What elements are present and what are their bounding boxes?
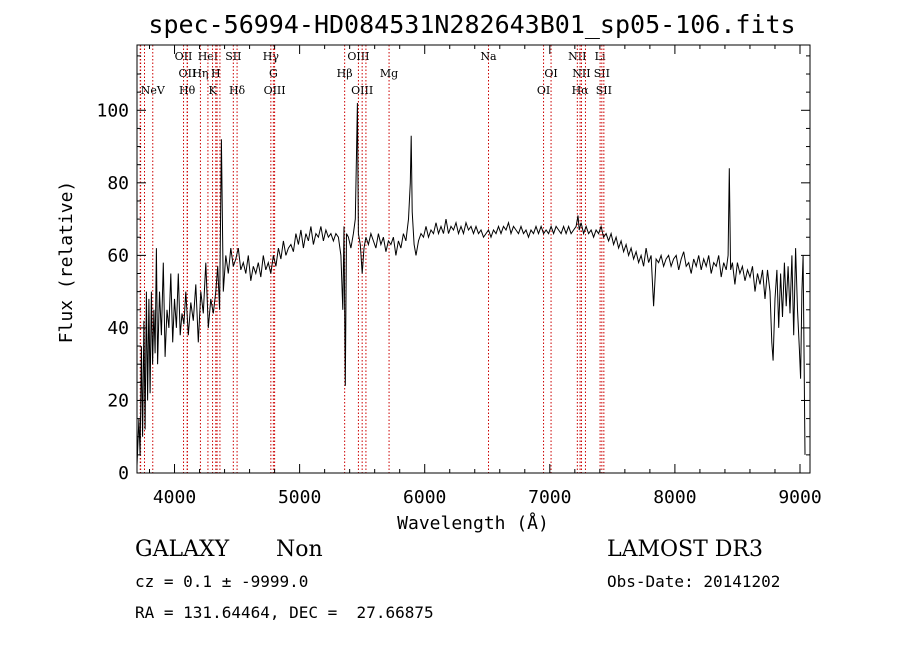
plot-frame	[136, 44, 811, 474]
x-axis-label: Wavelength (Å)	[397, 512, 549, 534]
y-tick-label: 40	[107, 318, 129, 339]
line-label: OI	[537, 84, 550, 97]
x-tick-label: 4000	[153, 487, 196, 508]
line-label: HeI	[198, 50, 218, 63]
line-label: OIII	[351, 84, 373, 97]
line-label: Na	[480, 50, 497, 63]
line-label: SII	[225, 50, 241, 63]
emission-line-markers: NeVOIIHθOIIHηHeIKHSIIHδHγGOIIIHβOIIIOIII…	[139, 45, 612, 473]
line-label: G	[269, 67, 278, 80]
coordinates-line: RA = 131.64464, DEC = 27.66875	[135, 603, 434, 622]
y-tick-label: 60	[107, 245, 129, 266]
object-subclass: Non	[276, 537, 323, 562]
line-label: OI	[544, 67, 557, 80]
y-axis-label: Flux (relative)	[56, 181, 77, 344]
line-label: NeV	[141, 84, 166, 97]
line-label: OII	[179, 67, 197, 80]
survey-name: LAMOST DR3	[607, 537, 763, 562]
line-label: Mg	[380, 67, 398, 80]
observation-date: Obs-Date: 20141202	[607, 572, 781, 591]
line-label: Hα	[572, 84, 590, 97]
line-label: OII	[175, 50, 193, 63]
y-tick-label: 100	[96, 100, 129, 121]
line-label: SII	[594, 67, 610, 80]
line-label: Hβ	[337, 67, 353, 80]
chart-title: spec-56994-HD084531N282643B01_sp05-106.f…	[148, 10, 795, 39]
y-tick-label: 0	[118, 463, 129, 484]
line-label: H	[211, 67, 221, 80]
object-class: GALAXY	[135, 537, 230, 562]
line-label: K	[208, 84, 217, 97]
line-label: Hη	[192, 67, 208, 80]
redshift-line: cz = 0.1 ± -9999.0	[135, 572, 309, 591]
y-tick-label: 80	[107, 173, 129, 194]
spectrum-series-line	[136, 102, 806, 466]
x-tick-label: 8000	[653, 487, 696, 508]
x-tick-label: 9000	[778, 487, 821, 508]
axes: 4000 5000 6000 7000 8000 9000 0 20 40 60 80 100	[96, 45, 822, 508]
line-label: OIII	[264, 84, 286, 97]
x-tick-label: 6000	[403, 487, 446, 508]
line-label: Li	[595, 50, 606, 63]
line-label: Hγ	[263, 50, 280, 63]
x-tick-label: 7000	[528, 487, 571, 508]
line-label: NII	[572, 67, 590, 80]
line-label: Hδ	[229, 84, 246, 97]
line-label: SII	[596, 84, 612, 97]
line-label: OIII	[347, 50, 369, 63]
x-tick-label: 5000	[278, 487, 321, 508]
line-label: NII	[568, 50, 586, 63]
y-tick-label: 20	[107, 390, 129, 411]
